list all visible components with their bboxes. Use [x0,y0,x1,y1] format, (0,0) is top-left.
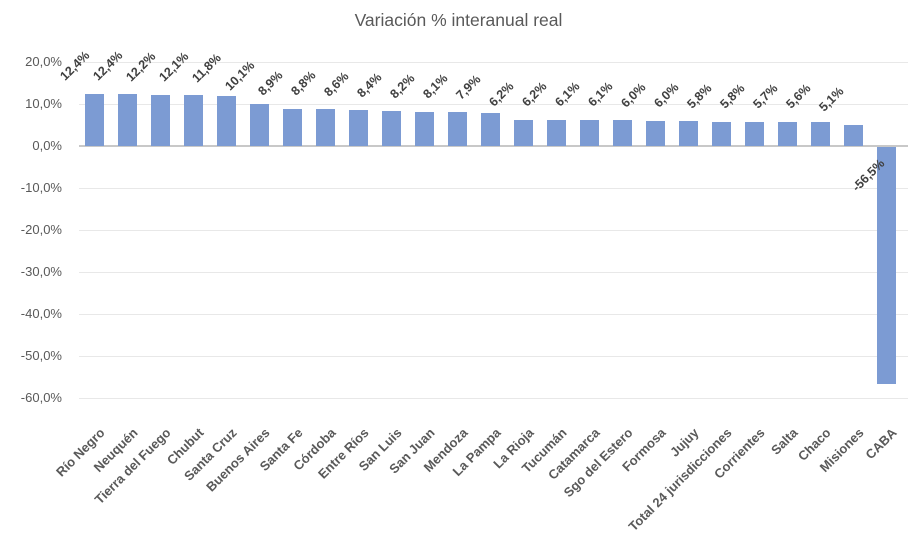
bar-neuqu-n [117,93,137,146]
gridline [79,356,908,357]
data-label: 5,8% [717,80,748,111]
data-label: 8,8% [288,68,319,99]
bar-salta [777,122,797,146]
data-label: 6,0% [651,80,682,111]
data-label: 6,2% [486,79,517,110]
data-label: 5,8% [684,80,715,111]
chart-title: Variación % interanual real [354,10,563,30]
bar-c-rdoba [315,109,335,146]
y-tick-label: 10,0% [25,96,62,111]
y-tick-label: -50,0% [20,348,62,363]
bar-mendoza [447,111,467,146]
bar-san-juan [414,111,434,146]
data-label: 12,4% [90,48,126,84]
data-label: 8,1% [420,71,451,102]
data-label: 5,1% [816,83,847,114]
bar-jujuy [678,120,698,146]
data-label: 12,2% [123,49,159,85]
gridline [79,314,908,315]
bar-tucum-n [546,119,566,146]
gridline [79,188,908,189]
y-tick-label: -60,0% [20,390,62,405]
data-label: 8,9% [255,67,286,98]
data-label: 12,4% [57,48,93,84]
y-tick-label: 20,0% [25,54,62,69]
data-label: 8,2% [387,70,418,101]
bar-chaco [810,122,830,146]
data-label: 6,1% [552,79,583,110]
y-tick-label: -40,0% [20,306,62,321]
bar-tierra-del-fuego [150,94,170,146]
y-tick-label: -30,0% [20,264,62,279]
bar-san-luis [381,110,401,146]
bar-formosa [645,120,665,146]
bar-la-pampa [480,112,500,146]
x-axis-zero-line [79,145,908,147]
data-label: 6,2% [519,79,550,110]
bar-r-o-negro [84,93,104,146]
gridline [79,398,908,399]
bar-misiones [843,124,863,146]
gridline [79,272,908,273]
gridline [79,62,908,63]
bar-santa-fe [282,108,302,146]
y-tick-label: -20,0% [20,222,62,237]
data-label: 5,7% [750,81,781,112]
gridline [79,104,908,105]
data-label: 6,1% [585,79,616,110]
bar-total-24-jurisdicciones [711,121,731,146]
bar-buenos-aires [249,103,269,146]
bar-sgo-del-estero [612,120,632,146]
gridline [79,230,908,231]
bar-entre-r-os [348,109,368,146]
data-label: 10,1% [222,57,258,93]
data-label: 12,1% [156,49,192,85]
data-label: 7,9% [453,72,484,103]
data-label: 6,0% [618,80,649,111]
bar-chubut [183,95,203,146]
bar-catamarca [579,120,599,146]
data-label: 8,6% [321,69,352,100]
bar-santa-cruz [216,96,236,146]
y-tick-label: 0,0% [32,138,62,153]
bar-caba [876,147,896,385]
bar-corrientes [744,121,764,146]
data-label: 5,6% [783,81,814,112]
data-label: 11,8% [189,51,224,86]
y-tick-label: -10,0% [20,180,62,195]
bar-la-rioja [513,119,533,146]
data-label: 8,4% [354,69,385,101]
